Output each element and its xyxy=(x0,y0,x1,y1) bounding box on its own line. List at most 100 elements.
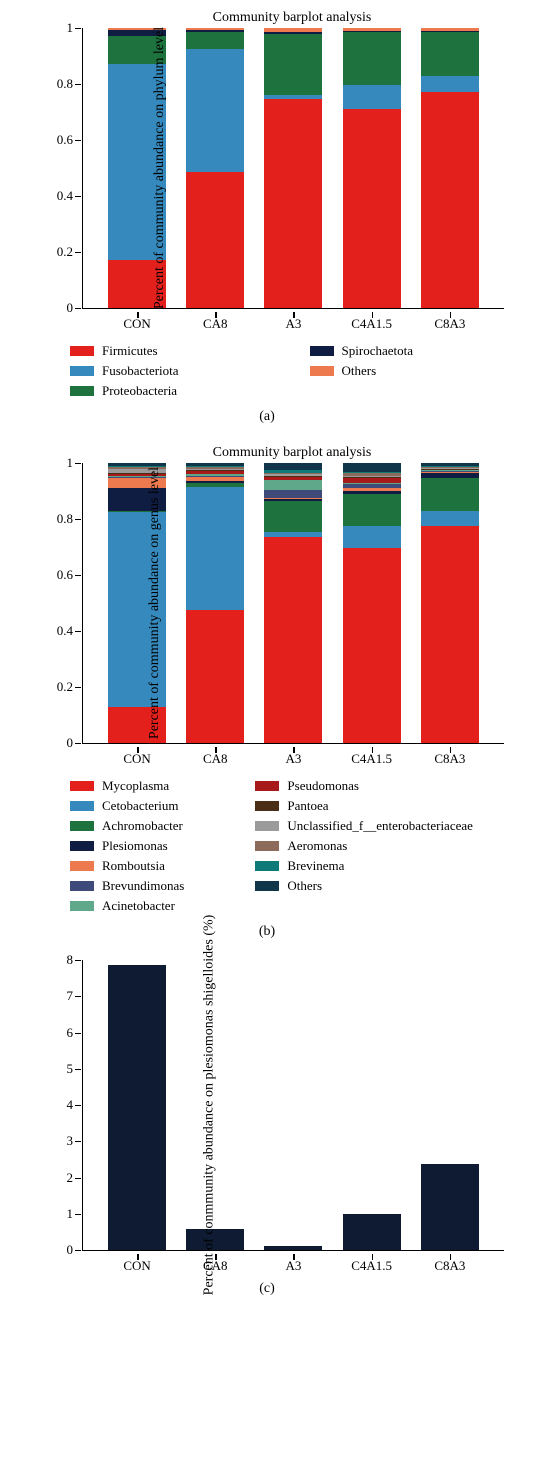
x-tick-label: C4A1.5 xyxy=(343,751,401,767)
legend-swatch xyxy=(255,841,279,851)
y-tick-label: 7 xyxy=(43,988,73,1004)
legend-swatch xyxy=(70,861,94,871)
bar-segment xyxy=(264,463,322,470)
chart-b-y-title: Percent of community abundance on genus … xyxy=(147,467,163,739)
chart-c: 012345678 Percent of conmmunity abundanc… xyxy=(10,960,524,1297)
legend-label: Proteobacteria xyxy=(102,383,177,399)
stacked-bar xyxy=(343,463,401,743)
bar-segment xyxy=(343,109,401,308)
bar-segment xyxy=(264,99,322,308)
bar-segment xyxy=(343,85,401,109)
legend-swatch xyxy=(70,366,94,376)
bar-segment xyxy=(421,478,479,510)
y-tick xyxy=(75,631,81,632)
legend-label: Pseudomonas xyxy=(287,778,359,794)
x-tick-label: CA8 xyxy=(186,316,244,332)
bar xyxy=(343,960,401,1250)
x-tick-label: C4A1.5 xyxy=(343,1258,401,1274)
y-tick-label: 0.6 xyxy=(43,567,73,583)
chart-b: Community barplot analysis 00.20.40.60.8… xyxy=(10,445,524,940)
x-tick-label: CON xyxy=(108,751,166,767)
chart-b-sublabel: (b) xyxy=(10,924,524,940)
x-tick-label: CA8 xyxy=(186,1258,244,1274)
chart-b-plot: 00.20.40.60.81 Percent of community abun… xyxy=(82,463,504,744)
y-tick xyxy=(75,1141,81,1142)
legend-swatch xyxy=(255,821,279,831)
x-tick-label: CON xyxy=(108,316,166,332)
bar-segment xyxy=(186,49,244,172)
legend-label: Plesiomonas xyxy=(102,838,168,854)
chart-c-y-title: Percent of conmmunity abundance on plesi… xyxy=(201,915,217,1296)
y-tick-label: 0.6 xyxy=(43,132,73,148)
legend-item: Pseudomonas xyxy=(255,778,524,794)
legend-item: Brevundimonas xyxy=(70,878,235,894)
y-tick-label: 4 xyxy=(43,1097,73,1113)
legend-item: Others xyxy=(310,363,524,379)
bar-segment xyxy=(186,32,244,49)
y-tick-label: 3 xyxy=(43,1133,73,1149)
y-tick xyxy=(75,1214,81,1215)
bar-segment xyxy=(264,34,322,96)
legend-item: Spirochaetota xyxy=(310,343,524,359)
bar-segment xyxy=(421,511,479,526)
x-tick-label: A3 xyxy=(264,316,322,332)
legend-item: Plesiomonas xyxy=(70,838,235,854)
stacked-bar xyxy=(186,463,244,743)
bar xyxy=(108,960,166,1250)
bar-segment xyxy=(186,487,244,610)
y-tick-label: 8 xyxy=(43,952,73,968)
chart-c-plot: 012345678 Percent of conmmunity abundanc… xyxy=(82,960,504,1251)
stacked-bar xyxy=(264,463,322,743)
legend-swatch xyxy=(255,781,279,791)
bar-segment xyxy=(421,92,479,308)
stacked-bar xyxy=(421,463,479,743)
chart-a-title: Community barplot analysis xyxy=(60,10,524,26)
legend-item: Mycoplasma xyxy=(70,778,235,794)
bar-segment xyxy=(108,965,166,1250)
x-tick-label: A3 xyxy=(264,751,322,767)
legend-item: Brevinema xyxy=(255,858,524,874)
y-tick xyxy=(75,196,81,197)
legend-label: Romboutsia xyxy=(102,858,165,874)
legend-item: Proteobacteria xyxy=(70,383,290,399)
y-tick-label: 0.4 xyxy=(43,188,73,204)
legend-swatch xyxy=(70,881,94,891)
bar-segment xyxy=(421,526,479,743)
chart-a-y-title: Percent of community abundance on phylum… xyxy=(152,27,168,309)
chart-a-sublabel: (a) xyxy=(10,409,524,425)
y-tick xyxy=(75,140,81,141)
y-tick xyxy=(75,519,81,520)
y-tick xyxy=(75,463,81,464)
legend-item: Aeromonas xyxy=(255,838,524,854)
legend-label: Pantoea xyxy=(287,798,328,814)
bar-segment xyxy=(264,537,322,743)
stacked-bar xyxy=(264,28,322,308)
legend-label: Acinetobacter xyxy=(102,898,175,914)
legend-swatch xyxy=(255,881,279,891)
legend-label: Others xyxy=(342,363,377,379)
legend-item: Cetobacterium xyxy=(70,798,235,814)
bar-segment xyxy=(186,610,244,743)
stacked-bar xyxy=(186,28,244,308)
y-tick xyxy=(75,1033,81,1034)
stacked-bar xyxy=(343,28,401,308)
y-tick xyxy=(75,1069,81,1070)
x-tick-label: C8A3 xyxy=(421,1258,479,1274)
y-tick-label: 1 xyxy=(43,1206,73,1222)
bar-segment xyxy=(264,1246,322,1250)
x-tick-label: CON xyxy=(108,1258,166,1274)
bar-segment xyxy=(343,526,401,548)
legend-swatch xyxy=(310,346,334,356)
y-tick-label: 1 xyxy=(43,455,73,471)
legend-swatch xyxy=(70,801,94,811)
legend-swatch xyxy=(310,366,334,376)
legend-swatch xyxy=(70,841,94,851)
legend-label: Brevundimonas xyxy=(102,878,184,894)
chart-a: Community barplot analysis 00.20.40.60.8… xyxy=(10,10,524,425)
y-tick xyxy=(75,743,81,744)
y-tick-label: 0 xyxy=(43,300,73,316)
y-tick-label: 5 xyxy=(43,1061,73,1077)
legend-swatch xyxy=(70,821,94,831)
legend-label: Achromobacter xyxy=(102,818,183,834)
bar-segment xyxy=(264,501,322,532)
